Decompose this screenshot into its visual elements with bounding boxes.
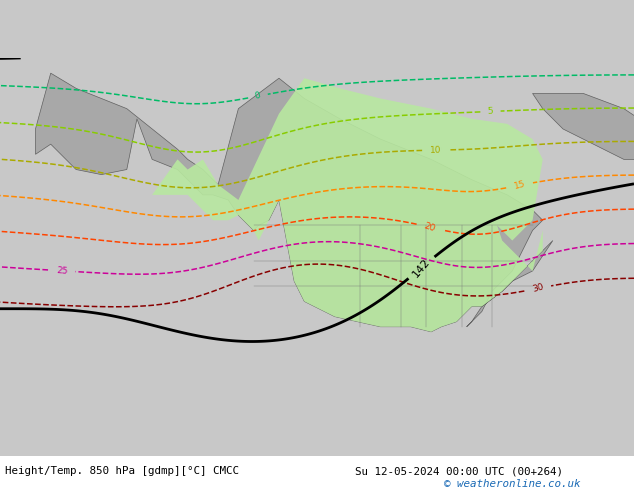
Text: Su 12-05-2024 00:00 UTC (00+264): Su 12-05-2024 00:00 UTC (00+264) <box>355 466 563 476</box>
Text: 20: 20 <box>423 221 437 233</box>
Polygon shape <box>152 78 543 332</box>
Polygon shape <box>36 73 553 332</box>
Text: 25: 25 <box>56 266 68 276</box>
Text: 10: 10 <box>430 146 442 155</box>
Text: 0: 0 <box>254 91 262 101</box>
Text: 5: 5 <box>488 107 494 116</box>
Text: Height/Temp. 850 hPa [gdmp][°C] CMCC: Height/Temp. 850 hPa [gdmp][°C] CMCC <box>5 466 239 476</box>
Text: 15: 15 <box>513 179 526 191</box>
Text: © weatheronline.co.uk: © weatheronline.co.uk <box>444 479 580 489</box>
Text: 30: 30 <box>531 283 545 294</box>
Text: 142: 142 <box>411 256 432 279</box>
Polygon shape <box>533 94 634 159</box>
